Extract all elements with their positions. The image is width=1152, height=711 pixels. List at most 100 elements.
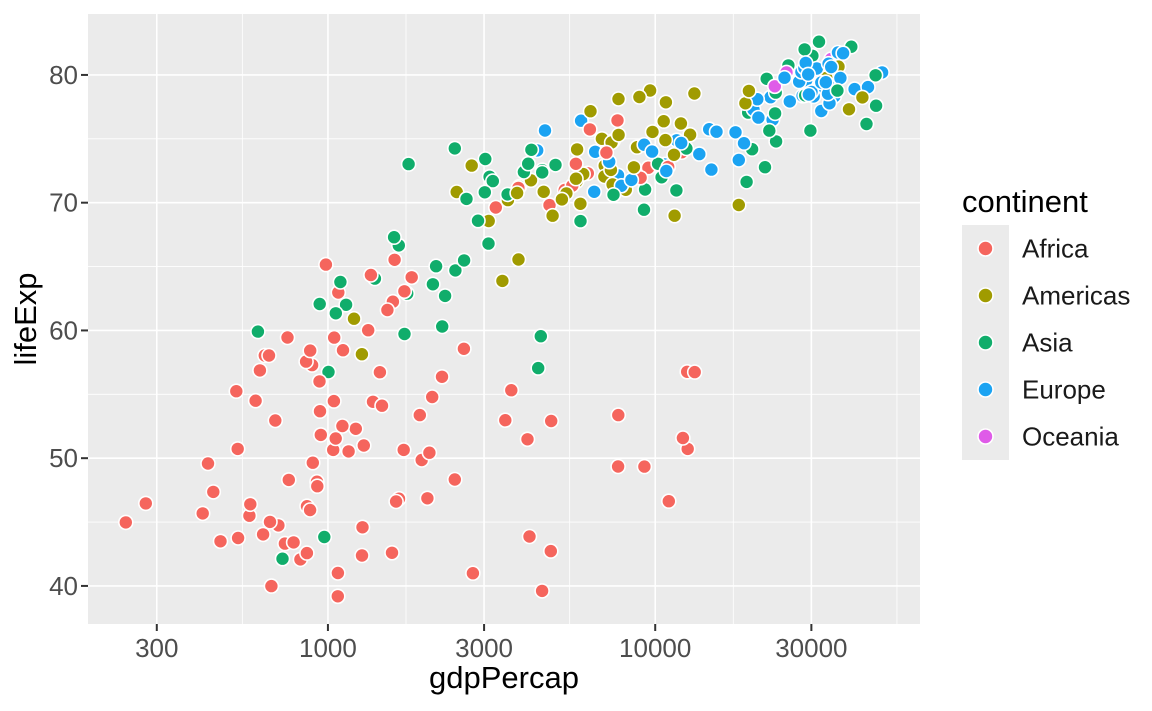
data-point: [386, 229, 402, 245]
data-point: [395, 442, 412, 458]
data-point: [312, 403, 328, 420]
data-point: [424, 389, 441, 405]
data-point: [262, 514, 278, 530]
data-point: [261, 347, 277, 364]
data-point: [867, 67, 884, 84]
data-point: [247, 392, 264, 409]
data-point: [411, 407, 428, 423]
x-tick-label: 1000: [299, 633, 357, 663]
data-point: [727, 124, 744, 141]
data-point: [309, 478, 326, 495]
data-point: [320, 364, 337, 380]
data-point: [668, 182, 685, 199]
legend-label: Asia: [1022, 328, 1073, 358]
data-point: [802, 122, 819, 139]
data-point: [335, 342, 351, 359]
legend-label: Africa: [1022, 234, 1089, 264]
legend-title: continent: [962, 184, 1088, 219]
data-point: [332, 274, 349, 290]
data-point: [854, 89, 871, 106]
data-point: [494, 273, 511, 289]
data-point: [311, 296, 328, 312]
legend: continent Africa Americas Asia Europe Oceani…: [962, 184, 1130, 460]
data-point: [374, 397, 390, 414]
data-point: [200, 455, 216, 472]
data-point: [609, 112, 626, 129]
data-point: [708, 123, 725, 140]
data-point: [781, 93, 798, 110]
data-point: [250, 323, 266, 340]
data-point: [386, 251, 403, 268]
data-point: [572, 213, 589, 229]
data-point: [543, 413, 560, 429]
points-layer: [118, 33, 890, 605]
data-point: [354, 346, 370, 363]
data-point: [419, 490, 436, 507]
data-point: [334, 418, 351, 434]
data-point: [360, 322, 377, 339]
data-point: [523, 142, 540, 158]
data-point: [658, 94, 674, 111]
data-point: [487, 199, 504, 216]
data-point: [425, 276, 441, 293]
data-point: [598, 144, 615, 161]
data-point: [534, 583, 550, 599]
x-tick-label: 10000: [619, 633, 691, 663]
y-axis-title: lifeExp: [8, 272, 43, 365]
data-point: [465, 565, 481, 582]
data-point: [767, 105, 783, 122]
data-point: [299, 545, 315, 561]
data-point: [811, 33, 827, 50]
data-point: [434, 318, 451, 335]
data-point: [302, 342, 319, 359]
data-point: [318, 256, 334, 273]
data-point: [829, 82, 846, 99]
data-point: [666, 207, 683, 224]
data-point: [403, 269, 420, 286]
data-point: [509, 185, 525, 201]
data-point: [229, 441, 246, 457]
data-point: [338, 296, 354, 313]
data-point: [304, 454, 321, 471]
data-point: [655, 113, 672, 129]
data-point: [280, 472, 297, 488]
data-point: [354, 547, 370, 564]
data-point: [730, 152, 747, 168]
data-point: [458, 191, 475, 207]
y-tick-label: 70: [49, 188, 78, 218]
data-point: [396, 326, 413, 342]
data-point: [480, 235, 497, 252]
legend-label: Oceania: [1022, 422, 1119, 452]
legend-key-point: [977, 428, 994, 445]
data-point: [605, 187, 622, 203]
data-point: [636, 201, 652, 218]
data-point: [703, 161, 720, 178]
data-point: [355, 437, 372, 454]
data-point: [388, 493, 404, 510]
x-tick-label: 300: [135, 633, 178, 663]
data-point: [535, 184, 552, 200]
data-point: [750, 109, 767, 126]
data-point: [476, 184, 493, 201]
data-point: [354, 519, 371, 536]
data-point: [610, 127, 627, 143]
data-point: [252, 362, 268, 379]
data-point: [572, 196, 589, 212]
data-point: [363, 267, 379, 283]
data-point: [660, 493, 677, 510]
data-point: [503, 382, 520, 399]
data-point: [379, 302, 396, 318]
legend-key-point: [977, 287, 994, 304]
data-point: [841, 101, 857, 118]
data-point: [520, 155, 537, 172]
data-point: [446, 140, 463, 157]
data-point: [428, 258, 444, 275]
data-point: [434, 368, 450, 385]
data-point: [568, 170, 584, 187]
data-point: [285, 534, 302, 551]
data-point: [267, 412, 284, 429]
data-point: [544, 207, 561, 224]
data-point: [484, 173, 501, 189]
data-point: [421, 444, 438, 461]
